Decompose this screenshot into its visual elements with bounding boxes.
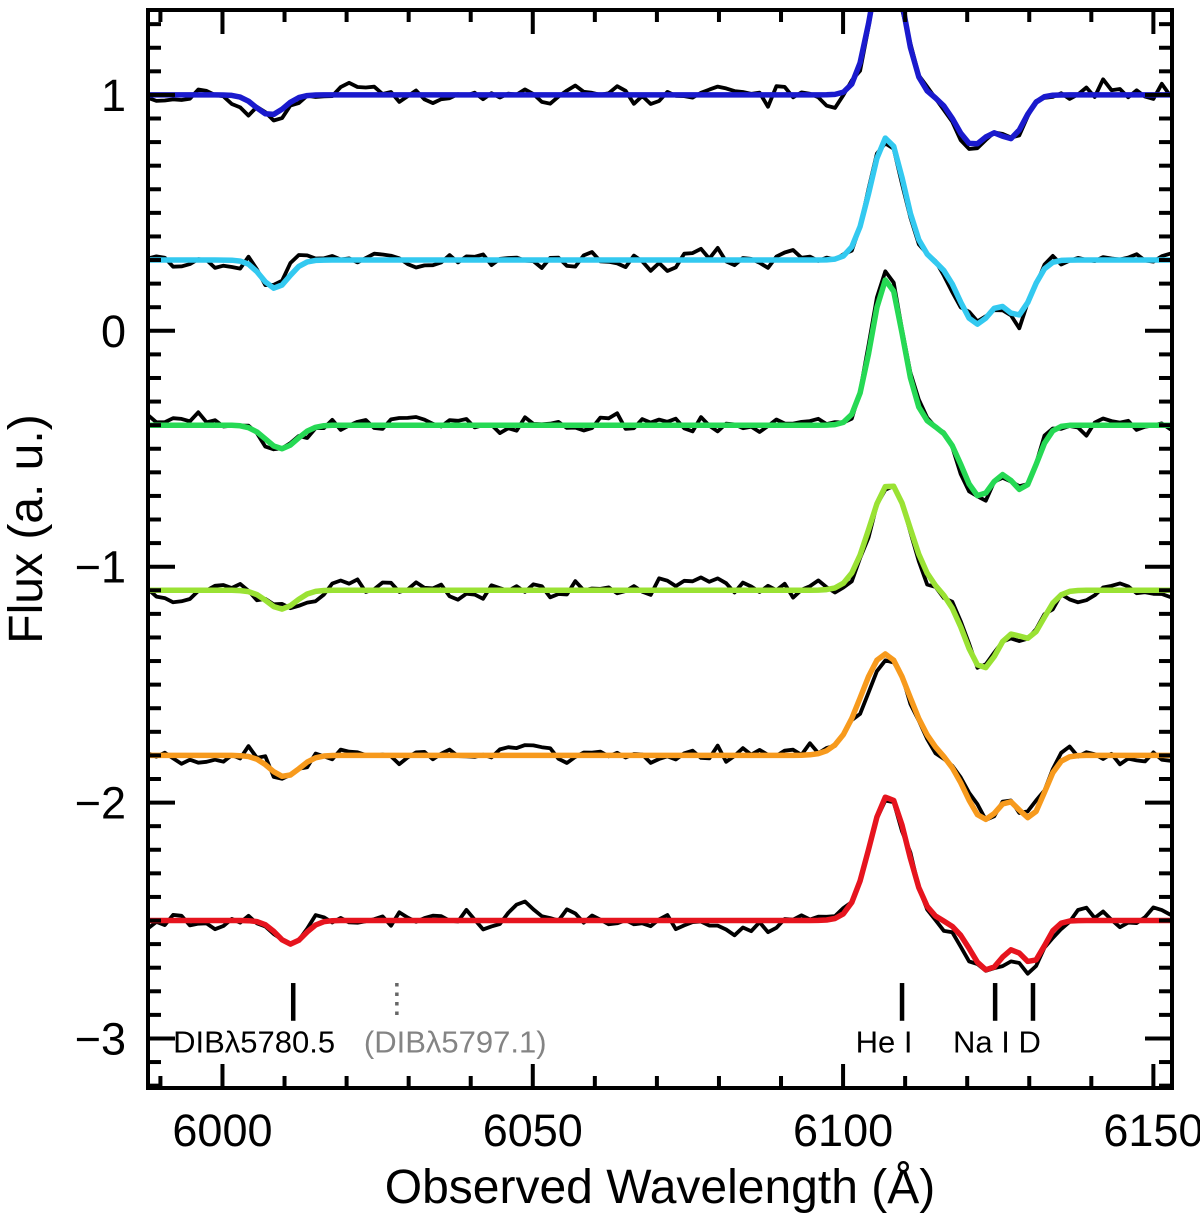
series-spectrum-2-model-fit [148, 135, 1172, 327]
plot-frame [146, 8, 1174, 1090]
y-tick-label--1: −1 [75, 542, 126, 593]
series-spectrum-2 [148, 135, 1172, 331]
dib-5797-label: (DIBλ5797.1) [364, 1025, 547, 1060]
he-i-label: He I [856, 1025, 913, 1060]
x-tick-label-6100: 6100 [793, 1105, 893, 1156]
dib-5780-label: DIBλ5780.5 [173, 1025, 335, 1060]
x-tick-label-6150: 6150 [1103, 1105, 1200, 1156]
x-tick-label-6000: 6000 [172, 1105, 272, 1156]
series-spectrum-3-model-fit [148, 277, 1172, 499]
y-tick-label-1: 1 [101, 70, 126, 121]
line-annotations: DIBλ5780.5 (DIBλ5797.1) He I Na I D [173, 983, 1041, 1060]
series-spectrum-6-model-fit [148, 794, 1172, 973]
series-spectrum-4-model-fit [148, 483, 1172, 671]
na-i-d-label: Na I D [953, 1025, 1041, 1060]
y-axis-title: Flux (a. u.) [0, 414, 53, 643]
series-spectrum-5 [148, 651, 1172, 823]
series-layer [148, 10, 1172, 976]
y-tick-label--2: −2 [75, 778, 126, 829]
series-spectrum-6 [148, 794, 1172, 976]
x-axis-title: Observed Wavelength (Å) [385, 1161, 935, 1214]
series-spectrum-1-model-fit [148, 10, 1172, 147]
series-spectrum-1 [148, 10, 1172, 151]
series-spectrum-4 [148, 483, 1172, 671]
axes: 6000 6050 6100 6150 1 0 −1 −2 −3 [75, 10, 1200, 1156]
y-tick-label-0: 0 [101, 306, 126, 357]
y-tick-label--3: −3 [75, 1013, 126, 1064]
series-spectrum-3 [148, 269, 1172, 503]
series-spectrum-5-model-fit [148, 651, 1172, 823]
x-tick-label-6050: 6050 [483, 1105, 583, 1156]
